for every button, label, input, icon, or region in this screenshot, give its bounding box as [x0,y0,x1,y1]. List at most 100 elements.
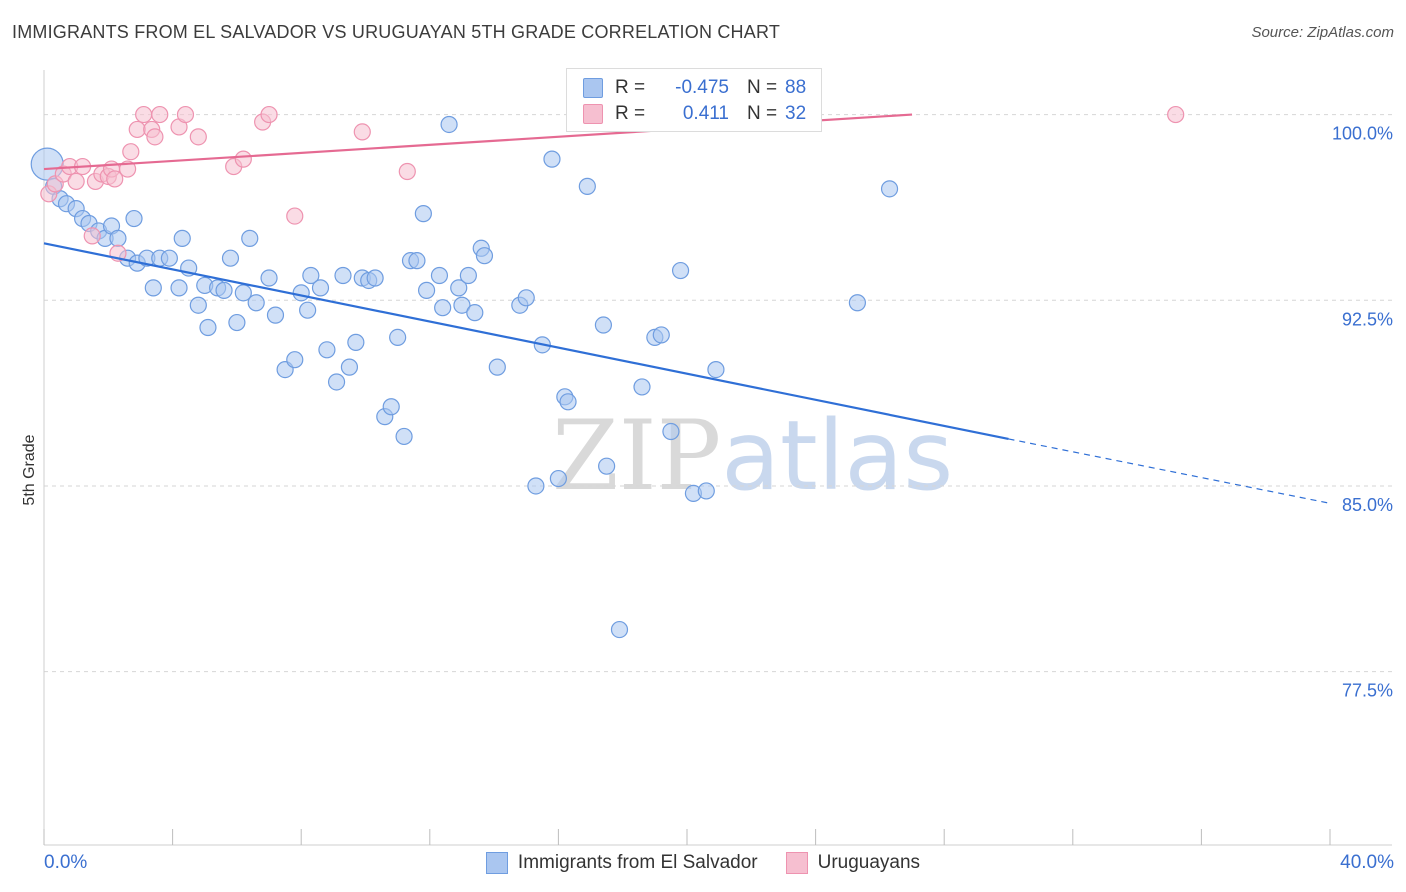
point-el-salvador [311,279,330,297]
point-el-salvador [241,229,259,247]
y-tick-label: 85.0% [1342,495,1393,515]
point-uruguayans [83,227,101,245]
point-el-salvador [340,358,359,376]
legend-row-el-salvador: R = -0.475 N = 88 [583,77,806,99]
r-label: R = [615,103,646,124]
trendline-el-salvador-extension [1008,438,1331,504]
point-uruguayans [128,120,146,139]
point-el-salvador [434,299,452,317]
point-el-salvador [527,477,545,495]
point-el-salvador [594,316,613,334]
n-value: 88 [785,77,807,98]
point-el-salvador [578,177,596,195]
point-el-salvador [475,247,494,265]
correlation-legend: R = -0.475 N = 88 R = 0.411 N = 32 [566,68,822,132]
point-el-salvador [662,422,680,441]
point-el-salvador [144,279,162,297]
r-label: R = [615,77,646,98]
point-uruguayans [146,128,164,146]
point-uruguayans [189,128,207,146]
point-uruguayans [260,105,278,124]
point-el-salvador [430,266,449,285]
x-tick-label-end: 40.0% [1340,852,1394,873]
point-el-salvador [266,306,285,324]
legend-swatch-blue [583,78,603,98]
point-el-salvador [318,341,336,359]
point-el-salvador [228,313,246,332]
point-uruguayans [398,162,416,181]
point-uruguayans [353,123,371,141]
point-uruguayans [176,105,195,124]
point-el-salvador [173,229,191,247]
legend-item-el-salvador: Immigrants from El Salvador [485,852,758,874]
y-tick-label: 92.5% [1342,309,1393,329]
point-el-salvador [408,252,426,270]
point-el-salvador [488,358,506,376]
point-uruguayans [106,170,124,188]
point-uruguayans [286,207,304,225]
legend-item-uruguayans: Uruguayans [785,852,921,874]
r-value: 0.411 [682,103,729,124]
point-el-salvador [417,281,436,299]
point-uruguayans [1167,105,1185,124]
point-el-salvador [366,269,384,287]
point-el-salvador [299,301,317,319]
legend-swatch-pink [583,104,603,124]
point-el-salvador [453,296,471,314]
x-tick-label-start: 0.0% [44,852,88,873]
point-el-salvador [189,296,207,314]
point-el-salvador [652,326,670,344]
point-el-salvador [880,180,899,198]
point-el-salvador [440,115,458,134]
y-tick-label: 77.5% [1342,681,1393,701]
point-el-salvador [260,269,278,287]
r-value: -0.475 [675,77,729,98]
point-el-salvador [466,304,484,322]
series-legend: Immigrants from El Salvador Uruguayans [0,852,1406,874]
point-el-salvador [707,361,725,379]
legend-row-uruguayans: R = 0.411 N = 32 [583,103,806,125]
legend-label: Immigrants from El Salvador [517,852,758,873]
legend-swatch-pink [785,852,808,874]
point-el-salvador [302,266,320,285]
point-el-salvador [395,427,413,446]
point-el-salvador [414,205,432,223]
point-el-salvador [598,457,616,475]
point-el-salvador [633,378,651,396]
point-el-salvador [549,469,568,488]
point-el-salvador [292,284,310,302]
point-el-salvador [160,249,178,267]
point-el-salvador [199,318,217,337]
point-uruguayans [122,143,140,161]
point-el-salvador [517,289,535,307]
point-el-salvador [697,482,715,500]
source-label: Source: ZipAtlas.com [1251,24,1394,41]
point-uruguayans [67,172,85,191]
point-uruguayans [135,105,153,124]
legend-label: Uruguayans [817,852,921,873]
point-uruguayans [234,150,252,168]
point-el-salvador [459,266,477,285]
point-el-salvador [327,373,346,391]
point-el-salvador [109,229,127,247]
point-el-salvador [170,279,188,297]
n-label: N = [747,103,778,124]
point-el-salvador [543,150,561,168]
point-el-salvador [671,261,690,280]
point-uruguayans [151,105,169,124]
point-el-salvador [125,209,143,228]
n-label: N = [747,77,778,98]
trendline-el-salvador [43,242,1009,441]
legend-swatch-blue [485,852,508,874]
point-el-salvador [215,281,233,299]
point-el-salvador [610,620,629,639]
point-el-salvador [334,266,352,285]
chart-title: IMMIGRANTS FROM EL SALVADOR VS URUGUAYAN… [12,22,781,42]
point-el-salvador [382,398,400,416]
point-el-salvador [389,328,407,347]
watermark-atlas: atlas [721,400,954,512]
point-el-salvador [221,249,240,267]
point-el-salvador [559,393,577,411]
point-el-salvador [848,294,866,312]
